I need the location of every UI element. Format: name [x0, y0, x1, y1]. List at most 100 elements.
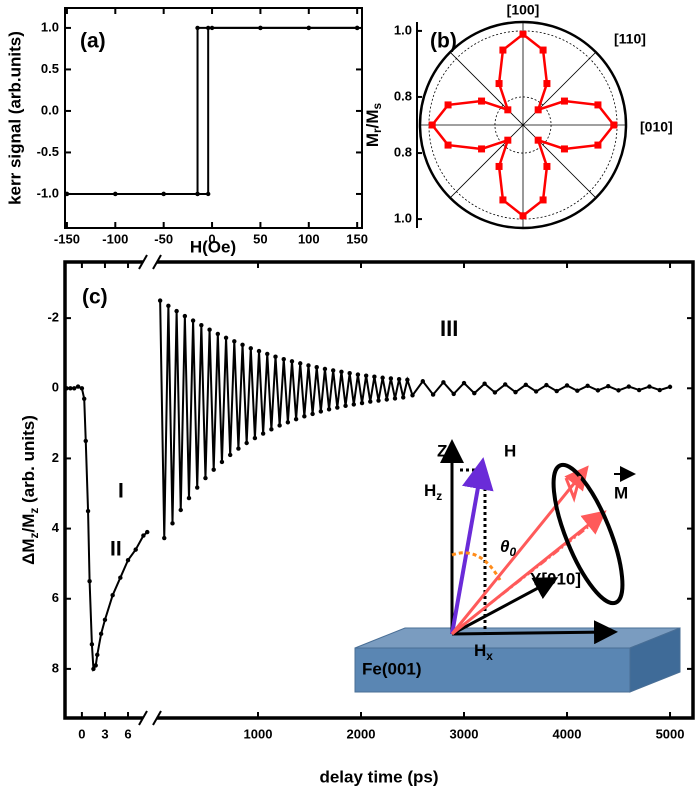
data-point [232, 339, 237, 344]
label-part: ΔM [19, 538, 38, 564]
data-point [335, 405, 340, 410]
x-axis-arrow [451, 620, 618, 645]
data-point [205, 191, 211, 197]
data-point [544, 382, 549, 388]
data-point [539, 46, 547, 54]
data-point [368, 399, 373, 404]
data-point [223, 335, 229, 340]
m-arrow [450, 465, 589, 635]
data-point [244, 440, 249, 446]
data-point [209, 25, 215, 31]
inset-label: H [504, 441, 516, 460]
precession-cone [551, 462, 625, 606]
data-point [499, 46, 507, 54]
inset-diagram: Z H Hz θ0 Y[010] Hx M Fe(001) [354, 439, 681, 693]
y-tick-label: -0.5 [37, 144, 59, 159]
label-part: z [27, 532, 41, 538]
r-tick-label: 0.8 [394, 88, 412, 103]
data-line [66, 385, 148, 672]
data-point [359, 400, 365, 406]
data-point [93, 663, 98, 668]
x-tick-label: 0 [78, 726, 85, 741]
data-point [441, 380, 446, 385]
data-point [396, 376, 402, 382]
slab-front [354, 647, 631, 693]
data-point [560, 97, 568, 105]
data-point [564, 383, 570, 388]
data-point [355, 372, 361, 377]
data-point [326, 407, 332, 412]
data-point [102, 617, 108, 622]
data-point [380, 375, 385, 380]
polar-frame [418, 20, 628, 230]
data-point [354, 25, 360, 31]
data-point [410, 393, 415, 398]
annotation: II [110, 538, 122, 561]
data-point [430, 392, 436, 397]
data-point [533, 389, 539, 394]
data-point [252, 435, 258, 441]
panel-label: (c) [82, 286, 108, 309]
data-point [68, 386, 73, 391]
data-point [384, 397, 389, 402]
data-point [211, 467, 216, 472]
label-part: 0 [509, 545, 516, 559]
label-part: /M [19, 514, 38, 533]
data-point [503, 382, 508, 387]
data-point [401, 395, 406, 400]
data-point [306, 25, 311, 31]
label-part: s [370, 102, 384, 109]
data-point [207, 327, 212, 332]
inset-label: Y[010] [530, 569, 581, 588]
data-point [492, 390, 498, 395]
data-point [363, 373, 369, 378]
label-part: /M [363, 109, 382, 128]
data-point [199, 322, 204, 328]
data-point [610, 121, 618, 129]
data-point [178, 507, 183, 513]
data-point [444, 141, 452, 149]
data-point [277, 423, 282, 428]
data-point [174, 308, 179, 314]
data-point [182, 313, 188, 319]
data-point [513, 389, 518, 395]
polar-spoke [449, 51, 597, 199]
data-point [118, 575, 123, 580]
data-point [472, 390, 477, 396]
data-point [451, 391, 456, 397]
grid-circle [494, 96, 552, 154]
y-axis-label: Mr/Ms [363, 102, 384, 147]
data-point [616, 388, 621, 393]
y-tick-label: -1.0 [37, 185, 59, 200]
r-tick-label: 0.8 [394, 144, 412, 159]
label-part: (arb. units) [19, 415, 38, 508]
data-point [281, 356, 286, 362]
axis-break [152, 710, 162, 726]
data-point [285, 420, 291, 425]
label-part: x [486, 649, 493, 663]
y-tick-label: 8 [52, 660, 59, 675]
data-point [95, 652, 100, 658]
x-tick-label: 3 [101, 726, 108, 741]
slab-top [354, 627, 681, 649]
axis-break [152, 254, 162, 270]
y-axis-label: kerr signal (arb.units) [5, 31, 24, 205]
polar-plot: 1.0 1.0 0.8 0.8 [394, 20, 628, 230]
y-tick-label: 1.0 [41, 19, 59, 34]
data-point [219, 459, 225, 465]
data-point [392, 396, 398, 401]
data-point [203, 475, 208, 481]
data-point [388, 376, 394, 381]
data-point [594, 141, 602, 149]
x-tick-label: 150 [346, 231, 368, 246]
label-part: M [363, 133, 382, 147]
data-point [343, 403, 348, 409]
x-tick-label: 1000 [244, 726, 273, 741]
data-point [186, 495, 192, 501]
axis-break [138, 710, 148, 726]
data-point [647, 384, 652, 389]
data-point [170, 521, 175, 526]
data-line [66, 26, 358, 195]
data-point [428, 121, 436, 129]
y-tick-label: 0 [52, 380, 59, 395]
